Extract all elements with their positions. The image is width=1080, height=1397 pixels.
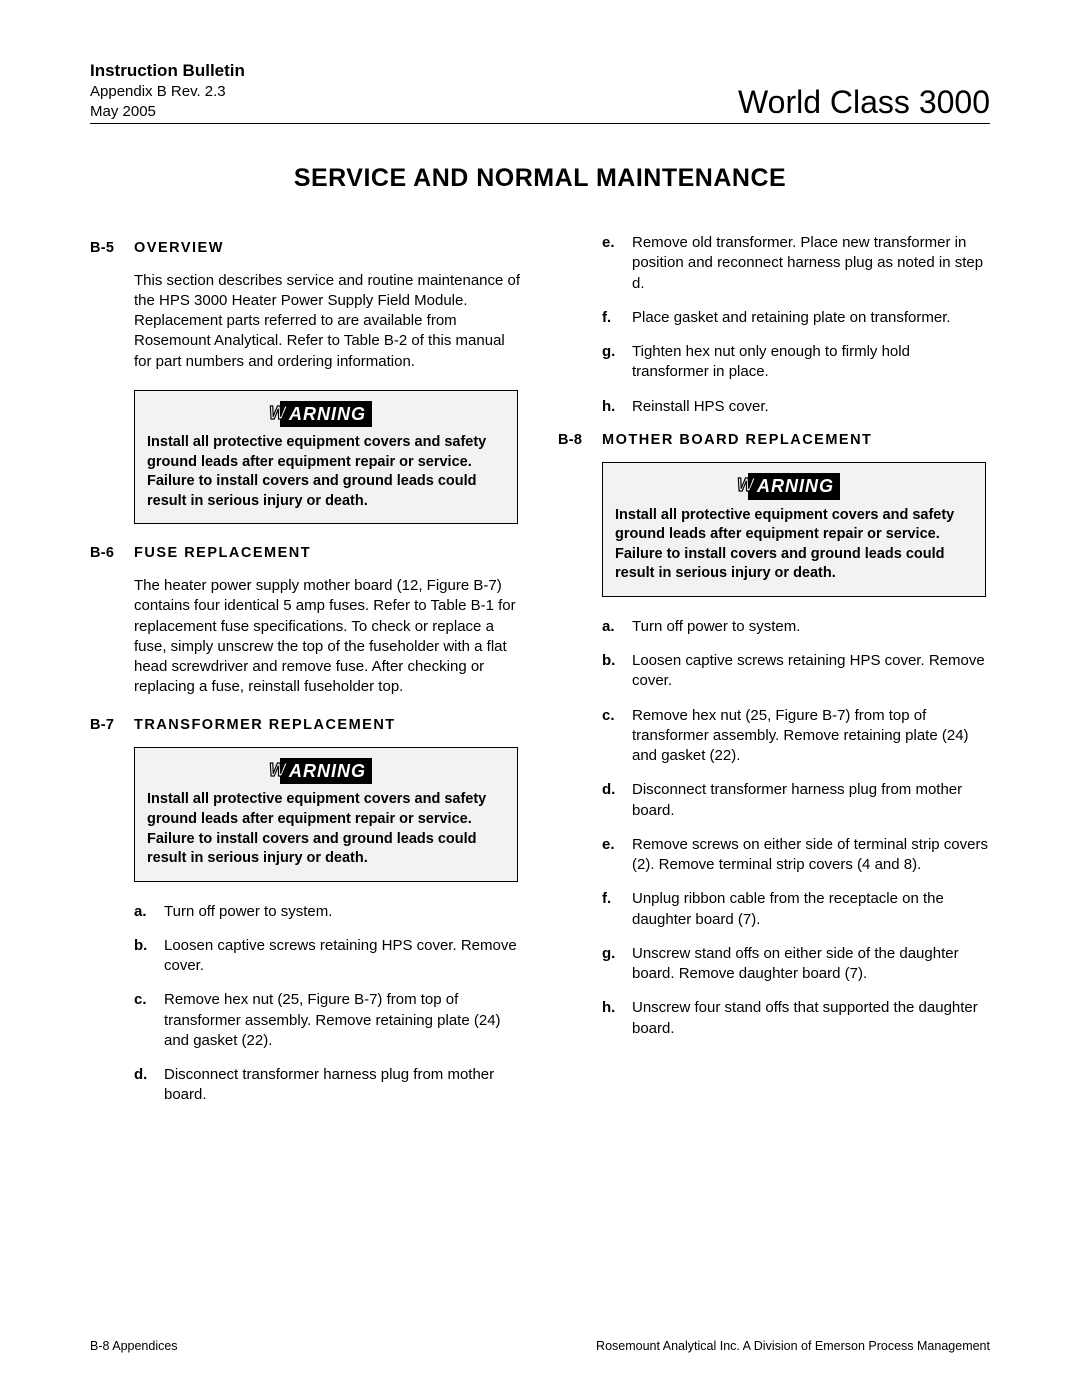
list-item: e. Remove screws on either side of termi… bbox=[602, 835, 990, 876]
step-text: Place gasket and retaining plate on tran… bbox=[632, 308, 990, 328]
warning-body: Install all protective equipment covers … bbox=[615, 506, 973, 584]
step-text: Unplug ribbon cable from the receptacle … bbox=[632, 889, 990, 930]
list-item: b. Loosen captive screws retaining HPS c… bbox=[134, 936, 522, 977]
step-text: Turn off power to system. bbox=[632, 617, 990, 637]
step-label: g. bbox=[602, 944, 632, 985]
b6-body: The heater power supply mother board (12… bbox=[134, 576, 522, 698]
b5-body: This section describes service and routi… bbox=[134, 271, 522, 372]
step-text: Turn off power to system. bbox=[164, 902, 522, 922]
section-title: TRANSFORMER REPLACEMENT bbox=[134, 716, 396, 736]
product-name: World Class 3000 bbox=[738, 84, 990, 121]
step-label: f. bbox=[602, 889, 632, 930]
warning-box-b5: ARNING Install all protective equipment … bbox=[134, 390, 518, 525]
step-label: d. bbox=[134, 1065, 164, 1106]
warning-label: ARNING bbox=[147, 758, 505, 784]
page-footer: B-8 Appendices Rosemount Analytical Inc.… bbox=[90, 1339, 990, 1353]
warning-label-text: ARNING bbox=[280, 758, 372, 784]
warning-label-text: ARNING bbox=[748, 473, 840, 499]
footer-right: Rosemount Analytical Inc. A Division of … bbox=[596, 1339, 990, 1353]
step-label: f. bbox=[602, 308, 632, 328]
section-num: B-6 bbox=[90, 544, 134, 564]
list-item: d. Disconnect transformer harness plug f… bbox=[602, 780, 990, 821]
page: Instruction Bulletin Appendix B Rev. 2.3… bbox=[0, 0, 1080, 1397]
step-text: Loosen captive screws retaining HPS cove… bbox=[164, 936, 522, 977]
step-text: Unscrew four stand offs that supported t… bbox=[632, 998, 990, 1039]
section-b6-heading: B-6 FUSE REPLACEMENT bbox=[90, 544, 522, 564]
step-text: Remove hex nut (25, Figure B-7) from top… bbox=[632, 706, 990, 767]
step-label: b. bbox=[602, 651, 632, 692]
warning-box-b7: ARNING Install all protective equipment … bbox=[134, 747, 518, 882]
section-b8-heading: B-8 MOTHER BOARD REPLACEMENT bbox=[558, 431, 990, 451]
step-label: d. bbox=[602, 780, 632, 821]
step-label: c. bbox=[602, 706, 632, 767]
section-num: B-8 bbox=[558, 431, 602, 451]
list-item: f. Place gasket and retaining plate on t… bbox=[602, 308, 990, 328]
content-columns: B-5 OVERVIEW This section describes serv… bbox=[90, 233, 990, 1120]
section-b5-heading: B-5 OVERVIEW bbox=[90, 239, 522, 259]
step-label: e. bbox=[602, 835, 632, 876]
step-label: h. bbox=[602, 397, 632, 417]
warning-body: Install all protective equipment covers … bbox=[147, 433, 505, 511]
list-item: h. Reinstall HPS cover. bbox=[602, 397, 990, 417]
step-label: a. bbox=[134, 902, 164, 922]
step-label: e. bbox=[602, 233, 632, 294]
list-item: f. Unplug ribbon cable from the receptac… bbox=[602, 889, 990, 930]
section-title: OVERVIEW bbox=[134, 239, 224, 259]
main-title: SERVICE AND NORMAL MAINTENANCE bbox=[90, 164, 990, 193]
step-label: b. bbox=[134, 936, 164, 977]
section-b7-heading: B-7 TRANSFORMER REPLACEMENT bbox=[90, 716, 522, 736]
step-label: h. bbox=[602, 998, 632, 1039]
step-text: Loosen captive screws retaining HPS cove… bbox=[632, 651, 990, 692]
step-text: Reinstall HPS cover. bbox=[632, 397, 990, 417]
doc-date: May 2005 bbox=[90, 102, 245, 122]
step-text: Tighten hex nut only enough to firmly ho… bbox=[632, 342, 990, 383]
step-text: Remove hex nut (25, Figure B-7) from top… bbox=[164, 990, 522, 1051]
list-item: e. Remove old transformer. Place new tra… bbox=[602, 233, 990, 294]
page-header: Instruction Bulletin Appendix B Rev. 2.3… bbox=[90, 60, 990, 124]
list-item: a. Turn off power to system. bbox=[602, 617, 990, 637]
list-item: c. Remove hex nut (25, Figure B-7) from … bbox=[134, 990, 522, 1051]
step-label: g. bbox=[602, 342, 632, 383]
list-item: a. Turn off power to system. bbox=[134, 902, 522, 922]
step-text: Disconnect transformer harness plug from… bbox=[632, 780, 990, 821]
step-text: Unscrew stand offs on either side of the… bbox=[632, 944, 990, 985]
step-text: Remove old transformer. Place new transf… bbox=[632, 233, 990, 294]
list-item: c. Remove hex nut (25, Figure B-7) from … bbox=[602, 706, 990, 767]
warning-label-text: ARNING bbox=[280, 401, 372, 427]
list-item: g. Unscrew stand offs on either side of … bbox=[602, 944, 990, 985]
footer-left: B-8 Appendices bbox=[90, 1339, 178, 1353]
left-column: B-5 OVERVIEW This section describes serv… bbox=[90, 233, 522, 1120]
list-item: h. Unscrew four stand offs that supporte… bbox=[602, 998, 990, 1039]
step-text: Remove screws on either side of terminal… bbox=[632, 835, 990, 876]
step-label: c. bbox=[134, 990, 164, 1051]
appendix-rev: Appendix B Rev. 2.3 bbox=[90, 82, 245, 102]
warning-box-b8: ARNING Install all protective equipment … bbox=[602, 462, 986, 597]
right-column: e. Remove old transformer. Place new tra… bbox=[558, 233, 990, 1120]
section-title: MOTHER BOARD REPLACEMENT bbox=[602, 431, 872, 451]
section-num: B-5 bbox=[90, 239, 134, 259]
warning-body: Install all protective equipment covers … bbox=[147, 790, 505, 868]
warning-label: ARNING bbox=[147, 401, 505, 427]
list-item: b. Loosen captive screws retaining HPS c… bbox=[602, 651, 990, 692]
section-num: B-7 bbox=[90, 716, 134, 736]
header-left: Instruction Bulletin Appendix B Rev. 2.3… bbox=[90, 60, 245, 121]
warning-label: ARNING bbox=[615, 473, 973, 499]
step-label: a. bbox=[602, 617, 632, 637]
step-text: Disconnect transformer harness plug from… bbox=[164, 1065, 522, 1106]
section-title: FUSE REPLACEMENT bbox=[134, 544, 311, 564]
bulletin-title: Instruction Bulletin bbox=[90, 60, 245, 82]
list-item: d. Disconnect transformer harness plug f… bbox=[134, 1065, 522, 1106]
list-item: g. Tighten hex nut only enough to firmly… bbox=[602, 342, 990, 383]
